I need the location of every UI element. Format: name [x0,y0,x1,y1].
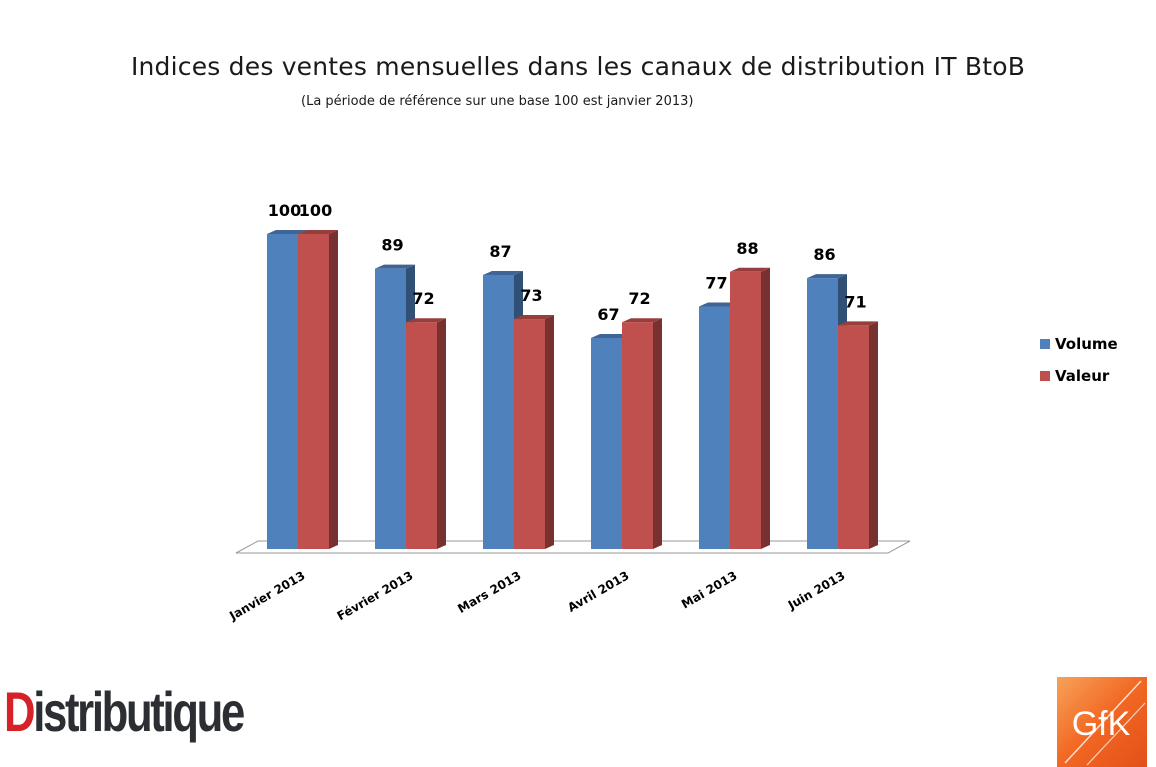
bar-valeur-4 [730,271,761,549]
data-label-valeur-4: 88 [736,239,758,258]
data-label-volume-5: 86 [813,245,835,264]
bar-top-valeur-4 [730,267,770,272]
bar-side-valeur-2 [545,315,554,549]
data-label-valeur-5: 71 [844,292,866,311]
bar-top-volume-5 [807,274,847,279]
bar-top-valeur-2 [514,315,554,320]
bar-top-volume-1 [375,264,415,269]
data-label-volume-4: 77 [705,273,727,292]
data-label-valeur-0: 100 [299,201,332,220]
chart-subtitle: (La période de référence sur une base 10… [301,94,694,109]
data-label-volume-1: 89 [381,236,403,255]
category-label-2: Mars 2013 [455,568,523,615]
data-label-volume-3: 67 [597,305,619,324]
bar-top-valeur-0 [298,230,338,234]
bar-side-valeur-1 [437,318,446,549]
distributique-logo-rest: istributique [33,680,245,743]
bar-volume-3 [591,337,622,549]
bar-valeur-3 [622,322,653,549]
category-label-0: Janvier 2013 [226,568,307,623]
data-label-valeur-2: 73 [520,286,542,305]
bar-top-volume-0 [267,230,307,234]
legend-label-volume: Volume [1055,335,1118,353]
bar-volume-4 [699,306,730,549]
bar-side-valeur-4 [761,267,770,549]
bar-volume-2 [483,274,514,549]
legend-label-valeur: Valeur [1055,367,1110,385]
gfk-logo-text: GfK [1072,705,1131,743]
bar-top-valeur-3 [622,318,662,323]
bar-top-valeur-5 [838,321,878,326]
legend-item-volume: Volume [1040,328,1118,360]
distributique-logo: Distributique [4,684,245,740]
bar-side-valeur-0 [329,230,338,549]
legend-swatch-volume [1040,339,1050,349]
gfk-logo: GfK [1057,677,1147,767]
bar-top-valeur-1 [406,318,446,323]
category-label-4: Mai 2013 [679,568,739,611]
bar-valeur-5 [838,325,869,549]
bar-volume-1 [375,268,406,549]
bar-volume-5 [807,278,838,549]
data-label-volume-0: 100 [268,201,301,220]
bar-top-volume-4 [699,302,739,307]
category-label-5: Juin 2013 [785,568,848,612]
distributique-logo-initial: D [4,680,36,743]
bar-valeur-1 [406,322,437,549]
bar-valeur-2 [514,319,545,549]
legend-item-valeur: Valeur [1040,360,1118,392]
chart-title: Indices des ventes mensuelles dans les c… [130,52,1026,81]
data-label-valeur-3: 72 [628,289,650,308]
bar-side-valeur-5 [869,321,878,549]
legend: Volume Valeur [1040,328,1118,392]
bar-volume-0 [267,234,298,549]
bar-side-valeur-3 [653,318,662,549]
bar-valeur-0 [298,234,329,549]
data-label-volume-2: 87 [489,242,511,261]
category-label-3: Avril 2013 [565,568,631,614]
legend-swatch-valeur [1040,371,1050,381]
bar-top-volume-3 [591,333,631,338]
category-label-1: Février 2013 [335,568,416,623]
bar-top-volume-2 [483,270,523,275]
data-label-valeur-1: 72 [412,289,434,308]
